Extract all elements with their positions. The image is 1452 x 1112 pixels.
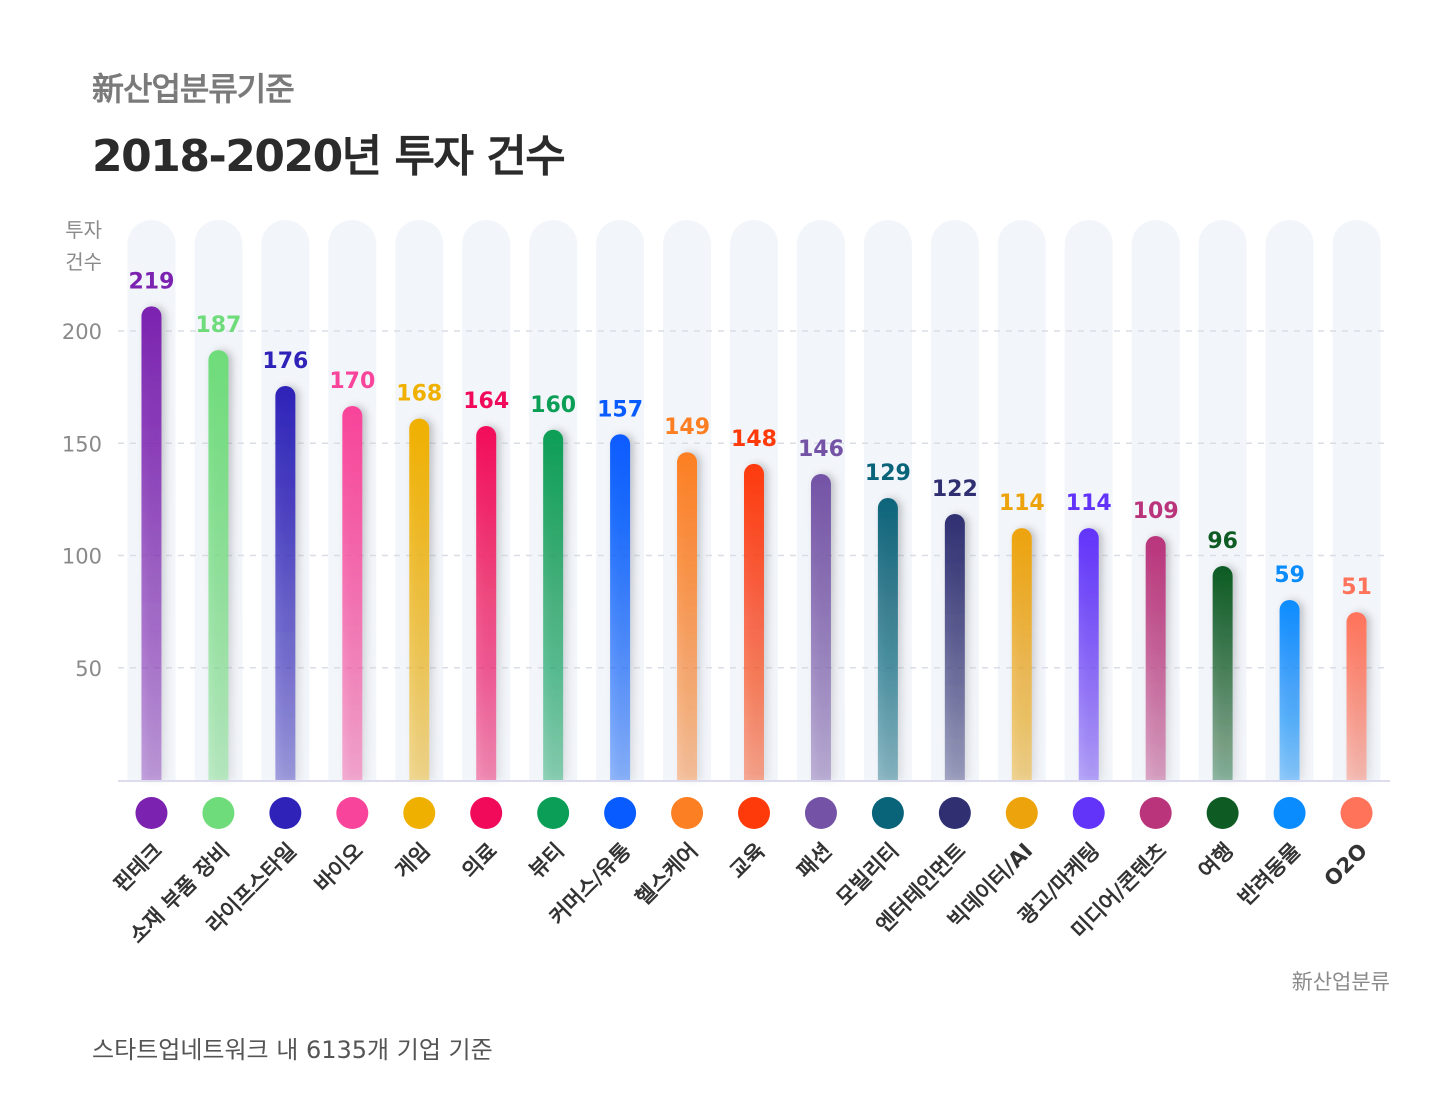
category-label: 의료: [457, 839, 501, 883]
category-dot: [537, 797, 570, 829]
category-dot: [938, 797, 971, 829]
bar: [1078, 528, 1099, 780]
bar-track: [1198, 220, 1247, 780]
value-label: 114: [1066, 491, 1112, 516]
bar: [810, 474, 831, 780]
bar: [543, 429, 564, 780]
value-label: 187: [195, 313, 241, 338]
bar: [275, 386, 296, 780]
bar: [1346, 612, 1367, 780]
category-dot: [1139, 797, 1172, 829]
category-dot: [1072, 797, 1105, 829]
category-dot: [1273, 797, 1306, 829]
y-axis-label-line-2: 건수: [65, 250, 102, 274]
y-axis-label-line-1: 투자: [65, 218, 102, 242]
category-label: O2O: [1320, 839, 1373, 892]
y-tick-label: 150: [62, 432, 102, 456]
category-dot: [1005, 797, 1038, 829]
bar-track: [1332, 220, 1381, 780]
bar: [342, 405, 363, 780]
footnote: 스타트업네트워크 내 6135개 기업 기준: [92, 1036, 493, 1064]
bar-track: [1131, 220, 1180, 780]
value-label: 109: [1133, 499, 1179, 524]
bar-track: [1064, 220, 1113, 780]
value-labels: 219 187 176 170 168 164 160 157 149 148 146 129 122 1…: [129, 269, 1372, 600]
bar: [677, 452, 698, 780]
y-tick-label: 100: [62, 545, 102, 569]
chart-subtitle: 新산업분류기준: [92, 70, 295, 108]
category-dot: [336, 797, 369, 829]
value-label: 157: [597, 397, 643, 422]
bar: [877, 498, 898, 780]
value-label: 164: [463, 389, 509, 414]
value-label: 219: [129, 269, 175, 294]
category-dot: [604, 797, 637, 829]
value-label: 176: [262, 349, 308, 374]
category-label: 뷰티: [524, 839, 568, 883]
bar: [476, 425, 497, 780]
x-axis-caption: 新산업분류: [1291, 970, 1390, 994]
category-dot: [1206, 797, 1239, 829]
category-label: 패션: [792, 839, 836, 883]
category-dot: [804, 797, 837, 829]
category-dot: [671, 797, 704, 829]
y-axis-label: 투자 건수: [40, 214, 102, 278]
category-dot: [470, 797, 503, 829]
category-dot: [738, 797, 770, 829]
bar: [744, 463, 764, 780]
bar: [1145, 535, 1166, 780]
value-label: 51: [1341, 575, 1372, 600]
category-dot: [202, 797, 235, 829]
category-label: 게임: [391, 839, 435, 883]
category-dot: [1340, 797, 1373, 829]
bar: [1279, 599, 1300, 780]
value-label: 148: [731, 427, 777, 452]
bar-track: [1265, 220, 1314, 780]
bar: [1011, 528, 1032, 780]
category-dot: [135, 797, 168, 829]
bar: [610, 434, 631, 780]
value-label: 149: [664, 415, 710, 440]
value-label: 114: [999, 491, 1045, 516]
value-label: 170: [329, 369, 375, 394]
y-tick-labels: 50 100 150 200: [62, 320, 102, 681]
category-label: 바이오: [310, 839, 368, 897]
category-label: 반려동물: [1233, 839, 1305, 911]
value-label: 160: [530, 393, 576, 418]
value-label: 129: [865, 461, 911, 486]
category-dot: [403, 797, 436, 829]
value-label: 59: [1274, 563, 1305, 588]
bar: [208, 350, 229, 780]
bar: [409, 418, 430, 780]
value-label: 96: [1207, 529, 1238, 554]
bar: [141, 306, 162, 780]
value-label: 146: [798, 437, 844, 462]
category-label: 헬스케어: [631, 839, 703, 911]
category-dot: [871, 797, 904, 829]
y-tick-label: 200: [62, 320, 102, 344]
value-label: 168: [396, 382, 442, 407]
bar: [944, 513, 965, 780]
y-tick-label: 50: [75, 657, 102, 681]
bar-track: [997, 220, 1046, 780]
bars: [141, 306, 1367, 780]
value-label: 122: [932, 477, 978, 502]
category-label: 핀테크: [109, 839, 167, 897]
category-label: 교육: [725, 839, 769, 883]
category-label: 여행: [1194, 839, 1238, 883]
category-dots: [135, 797, 1373, 829]
category-dot: [269, 797, 302, 829]
chart-title: 2018-2020년 투자 건수: [92, 131, 566, 182]
bar-track: [930, 220, 979, 780]
bar: [1212, 566, 1233, 780]
